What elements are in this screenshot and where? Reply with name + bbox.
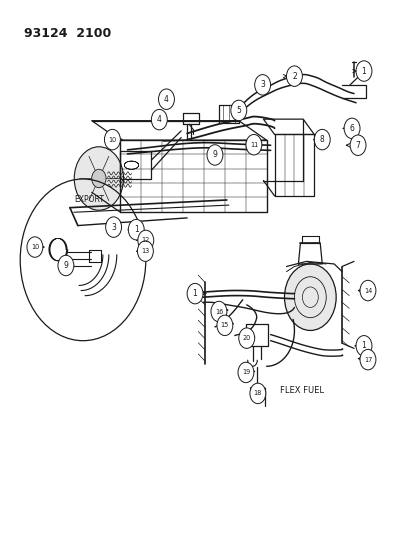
Circle shape: [58, 255, 74, 276]
Circle shape: [216, 315, 232, 336]
Text: 19: 19: [241, 369, 249, 375]
Circle shape: [359, 280, 375, 301]
Circle shape: [92, 169, 106, 188]
Text: 10: 10: [31, 244, 39, 250]
Circle shape: [284, 264, 335, 330]
Circle shape: [313, 130, 330, 150]
Text: 12: 12: [141, 237, 150, 244]
Text: 4: 4: [157, 115, 161, 124]
Circle shape: [74, 147, 123, 210]
Text: 13: 13: [141, 248, 149, 254]
Text: 14: 14: [363, 287, 371, 294]
Text: EXPORT: EXPORT: [74, 195, 104, 204]
Text: 17: 17: [363, 357, 371, 362]
Text: 1: 1: [361, 341, 366, 350]
Text: 1: 1: [192, 289, 197, 298]
Text: 9: 9: [212, 150, 217, 159]
Text: 3: 3: [111, 223, 116, 232]
Circle shape: [158, 89, 174, 109]
Circle shape: [211, 301, 226, 322]
Circle shape: [355, 61, 371, 81]
Text: FLEX FUEL: FLEX FUEL: [280, 386, 324, 395]
Circle shape: [349, 135, 365, 156]
Text: 20: 20: [242, 335, 250, 341]
Text: 10: 10: [108, 136, 116, 143]
Circle shape: [237, 362, 253, 383]
Circle shape: [137, 241, 153, 261]
Text: 8: 8: [319, 135, 324, 144]
Circle shape: [128, 220, 144, 240]
Circle shape: [355, 336, 371, 356]
Text: 93124  2100: 93124 2100: [24, 27, 111, 40]
Text: 7: 7: [355, 141, 360, 150]
Circle shape: [206, 145, 222, 165]
Circle shape: [286, 66, 301, 86]
Circle shape: [151, 109, 167, 130]
Circle shape: [230, 100, 246, 120]
Circle shape: [343, 118, 359, 139]
Text: 3: 3: [260, 80, 264, 90]
Circle shape: [27, 237, 43, 257]
Circle shape: [245, 134, 261, 155]
Text: 2: 2: [291, 71, 296, 80]
Text: 5: 5: [236, 106, 241, 115]
Text: 6: 6: [349, 124, 354, 133]
Text: 9: 9: [63, 261, 68, 270]
Circle shape: [104, 130, 120, 150]
Circle shape: [138, 230, 153, 251]
Circle shape: [238, 328, 254, 349]
Text: 4: 4: [164, 95, 169, 104]
Circle shape: [254, 75, 270, 95]
Circle shape: [249, 383, 265, 403]
Text: 1: 1: [361, 67, 366, 76]
Text: 16: 16: [214, 309, 223, 314]
Text: 18: 18: [253, 390, 261, 397]
Text: 11: 11: [249, 142, 257, 148]
Circle shape: [359, 350, 375, 370]
Circle shape: [187, 284, 202, 304]
Circle shape: [105, 217, 121, 237]
Text: 1: 1: [133, 225, 138, 234]
Text: 15: 15: [220, 322, 228, 328]
